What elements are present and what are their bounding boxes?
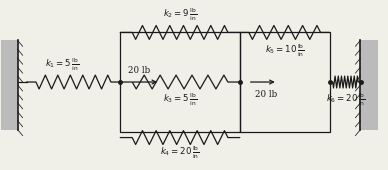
Text: $k_3 = 5\,\frac{\mathrm{lb}}{\mathrm{in}}$: $k_3 = 5\,\frac{\mathrm{lb}}{\mathrm{in}… [163, 92, 197, 108]
Bar [0, 40, 17, 130]
Bar [360, 40, 378, 130]
Text: $k_6 = 20\,\frac{\mathrm{lb}}{\mathrm{in}}$: $k_6 = 20\,\frac{\mathrm{lb}}{\mathrm{in… [326, 92, 365, 108]
Text: 20 lb: 20 lb [255, 90, 277, 99]
Text: 20 lb: 20 lb [128, 66, 151, 75]
Text: $k_2 = 9\,\frac{\mathrm{lb}}{\mathrm{in}}$: $k_2 = 9\,\frac{\mathrm{lb}}{\mathrm{in}… [163, 6, 197, 23]
Text: $k_4 = 20\,\frac{\mathrm{lb}}{\mathrm{in}}$: $k_4 = 20\,\frac{\mathrm{lb}}{\mathrm{in… [160, 144, 200, 161]
Text: $k_5 = 10\,\frac{\mathrm{lb}}{\mathrm{in}}$: $k_5 = 10\,\frac{\mathrm{lb}}{\mathrm{in… [265, 42, 305, 58]
Text: $k_1 = 5\,\frac{\mathrm{lb}}{\mathrm{in}}$: $k_1 = 5\,\frac{\mathrm{lb}}{\mathrm{in}… [45, 57, 80, 73]
